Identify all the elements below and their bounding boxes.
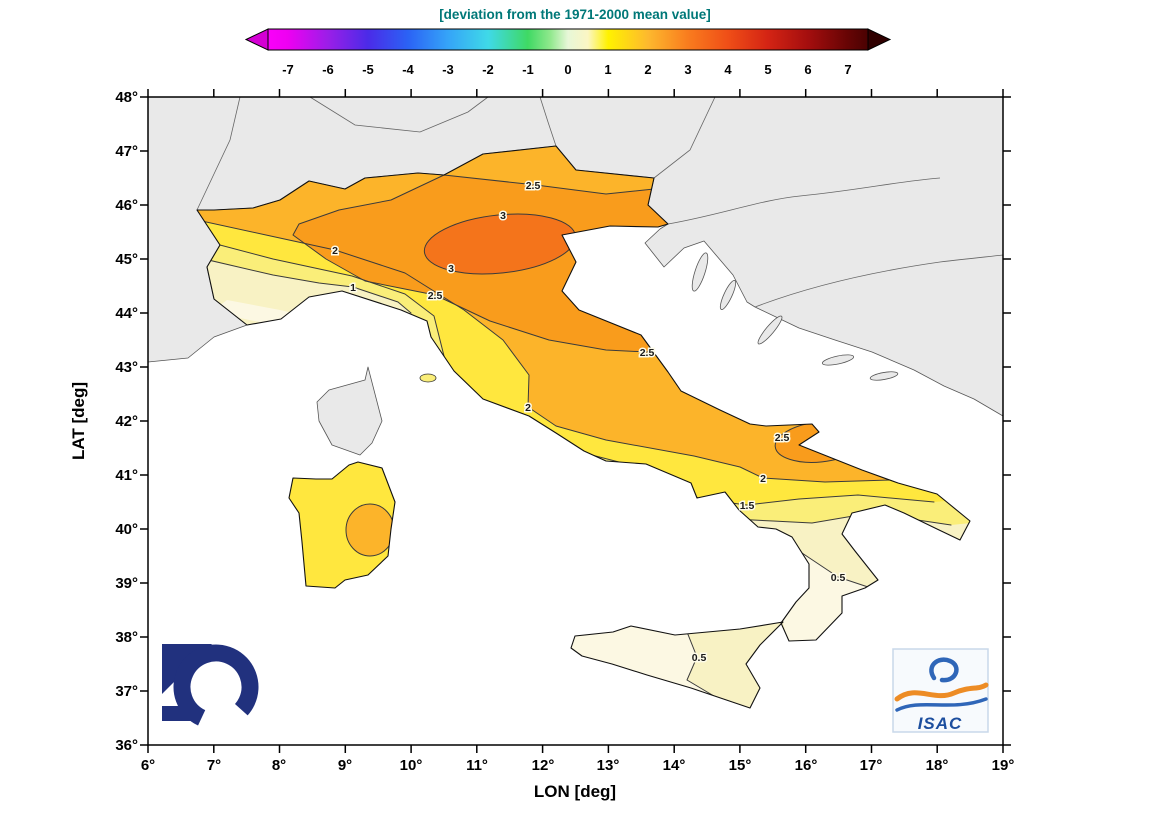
contour-label: 2 [760, 473, 766, 485]
y-axis-tick-labels: 48° 47° 46° 45° 44° 43° 42° 41° 40° 39° … [115, 89, 138, 754]
x-tick-label: 10° [400, 757, 423, 774]
colorbar-tick: 0 [564, 62, 571, 77]
x-tick-label: 6° [141, 757, 155, 774]
x-tick-label: 8° [272, 757, 286, 774]
y-tick-label: 48° [115, 89, 138, 106]
isac-logo-text: ISAC [918, 714, 963, 733]
figure-title: [deviation from the 1971-2000 mean value… [439, 7, 711, 22]
y-tick-label: 38° [115, 629, 138, 646]
x-tick-label: 7° [207, 757, 221, 774]
contour-label: 3 [448, 263, 454, 275]
x-axis-title: LON [deg] [534, 782, 616, 801]
contour-label: 2.5 [640, 347, 655, 359]
x-tick-label: 11° [466, 757, 488, 774]
contour-label: 2.5 [526, 180, 541, 192]
colorbar-tick: 1 [604, 62, 611, 77]
y-tick-label: 46° [115, 197, 138, 214]
colorbar-tick: 7 [844, 62, 851, 77]
y-tick-label: 45° [115, 251, 138, 268]
x-tick-label: 19° [992, 757, 1015, 774]
isac-orange-wave-icon [894, 682, 989, 702]
x-tick-label: 13° [597, 757, 620, 774]
x-tick-label: 15° [729, 757, 752, 774]
contour-label: 2 [525, 402, 531, 414]
x-tick-label: 14° [663, 757, 686, 774]
country-borders [196, 96, 1004, 308]
colorbar-tick: -2 [482, 62, 494, 77]
corsica [316, 366, 383, 456]
contour-label: 2.5 [775, 432, 790, 444]
contour-labels: 3 3 2.5 2.5 2.5 2.5 2 2 2 1.5 1 0.5 0.5 [331, 179, 847, 666]
contour-label: 0.5 [692, 652, 707, 664]
y-tick-label: 36° [115, 737, 138, 754]
isac-logo: ISAC [892, 648, 989, 733]
colorbar-left-arrow-icon [244, 28, 269, 51]
contour-label: 3 [500, 210, 506, 222]
colorbar-tick: -6 [322, 62, 334, 77]
colorbar-tick: -4 [402, 62, 414, 77]
y-tick-label: 37° [115, 683, 138, 700]
axis-ticks-right [1003, 96, 1011, 746]
contour-1-northwest [203, 258, 412, 314]
contour-label: 1 [350, 282, 356, 294]
colorbar: [deviation from the 1971-2000 mean value… [244, 7, 892, 77]
colorbar-tick: 6 [804, 62, 811, 77]
cnr-logo-ring-icon [173, 644, 259, 730]
colorbar-gradient [267, 28, 869, 51]
contour-label: 0.5 [831, 572, 846, 584]
colorbar-tick: -7 [282, 62, 294, 77]
contour-0.5-sicily [686, 631, 725, 703]
x-axis-tick-labels: 6° 7° 8° 9° 10° 11° 12° 13° 14° 15° 16° … [141, 757, 1015, 774]
colorbar-tick: -1 [522, 62, 534, 77]
y-tick-label: 40° [115, 521, 138, 538]
isac-swirl-icon [929, 657, 959, 683]
y-tick-label: 43° [115, 359, 138, 376]
y-tick-label: 44° [115, 305, 138, 322]
contour-label: 1.5 [740, 500, 755, 512]
sardinia-2-contour [345, 503, 395, 557]
adriatic-islands [691, 252, 899, 381]
cnr-logo-bar-icon [162, 706, 192, 721]
y-tick-label: 42° [115, 413, 138, 430]
isac-blue-wave-icon [895, 697, 988, 712]
y-tick-label: 47° [115, 143, 138, 160]
contour-2 [197, 219, 892, 483]
axis-ticks-bottom [147, 745, 1004, 753]
elba-island [419, 373, 437, 383]
axis-ticks-left [140, 96, 148, 746]
colorbar-tick: 4 [724, 62, 732, 77]
colorbar-tick: -5 [362, 62, 374, 77]
axis-ticks-top [147, 89, 1004, 97]
y-tick-label: 41° [115, 467, 138, 484]
colorbar-tick: 2 [644, 62, 651, 77]
colorbar-tick: 3 [684, 62, 691, 77]
contour-label: 2 [332, 245, 338, 257]
x-tick-label: 18° [926, 757, 949, 774]
contour-label: 2.5 [428, 290, 443, 302]
colorbar-tick: -3 [442, 62, 454, 77]
colorbar-tick-labels: -7 -6 -5 -4 -3 -2 -1 0 1 2 3 4 5 6 7 [282, 62, 851, 77]
cnr-logo [162, 644, 259, 730]
x-tick-label: 9° [338, 757, 352, 774]
x-tick-label: 17° [860, 757, 883, 774]
x-tick-label: 16° [795, 757, 818, 774]
x-tick-label: 12° [532, 757, 555, 774]
map-body: 3 3 2.5 2.5 2.5 2.5 2 2 2 1.5 1 0.5 0.5 … [69, 89, 1014, 801]
colorbar-right-arrow-icon [867, 28, 892, 51]
y-tick-label: 39° [115, 575, 138, 592]
colorbar-tick: 5 [764, 62, 771, 77]
y-axis-title: LAT [deg] [69, 382, 88, 460]
